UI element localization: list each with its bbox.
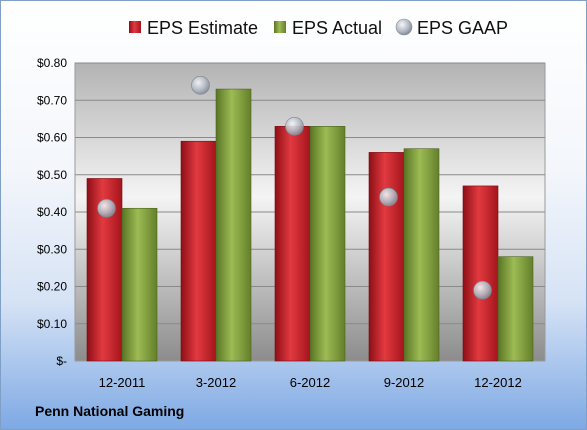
y-tick-label: $0.60 [37, 131, 67, 145]
legend-actual-swatch [274, 21, 286, 33]
y-tick-label: $0.70 [37, 93, 67, 107]
eps-actual-bar [497, 256, 534, 362]
eps-actual-bar [121, 207, 158, 362]
eps-estimate-bar [180, 140, 217, 362]
x-category-label: 12-2012 [474, 375, 522, 390]
y-tick-label: $0.30 [37, 242, 67, 256]
legend-estimate-swatch [129, 21, 141, 33]
y-tick-label: $0.20 [37, 280, 67, 294]
x-axis-categories: 12-2011 3-2012 6-2012 9-2012 12-2012 [99, 375, 522, 390]
x-category-label: 6-2012 [290, 375, 330, 390]
y-tick-label: $- [56, 354, 67, 368]
legend: EPS Estimate EPS Actual EPS GAAP [129, 18, 508, 38]
y-tick-label: $0.50 [37, 168, 67, 182]
eps-estimate-bar [274, 126, 311, 362]
eps-actual-bar [309, 126, 346, 362]
y-tick-label: $0.80 [37, 56, 67, 70]
x-category-label: 9-2012 [384, 375, 424, 390]
eps-gaap-marker [285, 117, 304, 136]
legend-gaap-swatch [395, 18, 413, 36]
eps-gaap-marker [379, 187, 398, 207]
legend-actual-label: EPS Actual [292, 18, 382, 38]
eps-actual-bar [403, 148, 440, 362]
eps-estimate-bar [462, 185, 499, 362]
eps-gaap-marker [97, 198, 116, 218]
legend-gaap-label: EPS GAAP [417, 18, 508, 38]
eps-gaap-marker [191, 76, 210, 95]
gaap-markers [97, 76, 492, 300]
x-category-label: 3-2012 [196, 375, 236, 390]
y-tick-label: $0.40 [37, 205, 67, 219]
y-axis-ticks: $- $0.10 $0.20 $0.30 $0.40 $0.50 $0.60 $0.70 $0.… [37, 56, 67, 368]
legend-estimate-label: EPS Estimate [147, 18, 258, 38]
x-category-label: 12-2011 [99, 375, 146, 390]
eps-actual-bar [215, 88, 252, 362]
company-name: Penn National Gaming [35, 403, 185, 419]
y-tick-label: $0.10 [37, 317, 67, 331]
eps-estimate-bar [368, 152, 405, 362]
eps-gaap-marker [473, 280, 492, 300]
